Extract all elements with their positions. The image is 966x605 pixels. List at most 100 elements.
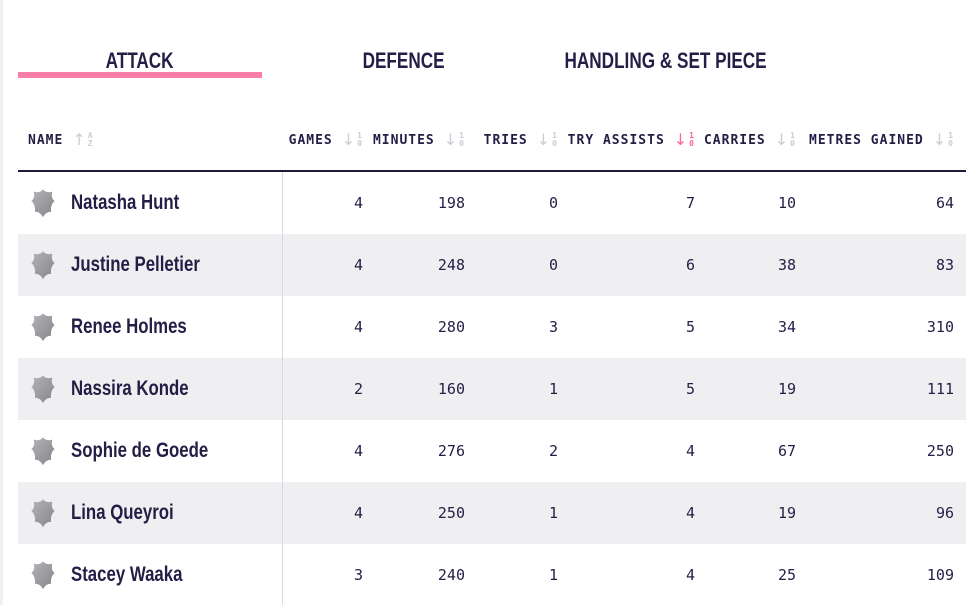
- metres-gained-value: 64: [935, 194, 954, 212]
- tab-handling-set-piece-label: HANDLING & SET PIECE: [564, 48, 768, 73]
- try-assists-value: 4: [685, 442, 695, 460]
- tries-value: 3: [548, 318, 558, 336]
- carries-value: 25: [777, 566, 796, 584]
- try-assists-value: 7: [685, 194, 695, 212]
- minutes-value: 198: [437, 194, 465, 212]
- team-shield-icon: [31, 251, 55, 280]
- column-header-name-label: NAME: [28, 132, 64, 148]
- games-value: 4: [353, 194, 363, 212]
- metres-gained-value: 250: [926, 442, 954, 460]
- player-name-cell[interactable]: Lina Queyroi: [18, 482, 283, 544]
- tab-attack-label: ATTACK: [105, 48, 174, 73]
- player-name: Lina Queyroi: [71, 501, 174, 524]
- table-row[interactable]: Renee Holmes 4 280 3 5 34 310: [18, 296, 966, 358]
- minutes-value: 280: [437, 318, 465, 336]
- player-name-cell[interactable]: Nassira Konde: [18, 358, 283, 420]
- table-body: Natasha Hunt 4 198 0 7 10 64 Justine Pel…: [18, 170, 966, 605]
- column-header-minutes-label: MINUTES: [372, 132, 435, 148]
- column-header-tries-label: TRIES: [483, 132, 528, 148]
- tab-handling-set-piece[interactable]: HANDLING & SET PIECE: [516, 44, 816, 78]
- player-name: Stacey Waaka: [71, 563, 183, 586]
- tries-value: 1: [548, 504, 558, 522]
- carries-value: 19: [777, 380, 796, 398]
- metres-gained-value: 83: [935, 256, 954, 274]
- team-shield-icon: [31, 189, 55, 218]
- minutes-value: 248: [437, 256, 465, 274]
- player-name: Natasha Hunt: [71, 191, 180, 214]
- carries-value: 67: [777, 442, 796, 460]
- tab-defence-label: DEFENCE: [363, 48, 445, 73]
- carries-value: 34: [777, 318, 796, 336]
- active-tab-underline: [18, 72, 262, 78]
- tries-value: 1: [548, 566, 558, 584]
- try-assists-value: 4: [685, 566, 695, 584]
- player-name-cell[interactable]: Sophie de Goede: [18, 420, 283, 482]
- table-row[interactable]: Lina Queyroi 4 250 1 4 19 96: [18, 482, 966, 544]
- minutes-value: 240: [437, 566, 465, 584]
- player-name: Justine Pelletier: [71, 253, 200, 276]
- player-name-cell[interactable]: Natasha Hunt: [18, 172, 283, 234]
- page-edge-strip: [0, 0, 3, 605]
- metres-gained-value: 310: [926, 318, 954, 336]
- table-row[interactable]: Natasha Hunt 4 198 0 7 10 64: [18, 172, 966, 234]
- player-name: Nassira Konde: [71, 377, 189, 400]
- tab-attack[interactable]: ATTACK: [18, 44, 262, 78]
- tries-value: 0: [548, 194, 558, 212]
- carries-value: 19: [777, 504, 796, 522]
- player-name: Renee Holmes: [71, 315, 187, 338]
- table-row[interactable]: Nassira Konde 2 160 1 5 19 111: [18, 358, 966, 420]
- column-header-games-label: GAMES: [288, 132, 333, 148]
- stats-tab-bar: ATTACK DEFENCE HANDLING & SET PIECE: [0, 0, 966, 110]
- metres-gained-value: 96: [935, 504, 954, 522]
- games-value: 4: [353, 318, 363, 336]
- minutes-value: 160: [437, 380, 465, 398]
- games-value: 3: [353, 566, 363, 584]
- games-value: 4: [353, 256, 363, 274]
- column-header-metres-gained-label: METRES GAINED: [809, 132, 924, 148]
- table-row[interactable]: Stacey Waaka 3 240 1 4 25 109: [18, 544, 966, 605]
- try-assists-value: 5: [685, 380, 695, 398]
- metres-gained-value: 111: [926, 380, 954, 398]
- metres-gained-value: 109: [926, 566, 954, 584]
- team-shield-icon: [31, 375, 55, 404]
- player-name: Sophie de Goede: [71, 439, 209, 462]
- player-name-cell[interactable]: Justine Pelletier: [18, 234, 283, 296]
- player-name-cell[interactable]: Stacey Waaka: [18, 544, 283, 605]
- tab-defence[interactable]: DEFENCE: [282, 44, 526, 78]
- try-assists-value: 5: [685, 318, 695, 336]
- team-shield-icon: [31, 499, 55, 528]
- carries-value: 38: [777, 256, 796, 274]
- games-value: 4: [353, 504, 363, 522]
- try-assists-value: 6: [685, 256, 695, 274]
- player-name-cell[interactable]: Renee Holmes: [18, 296, 283, 358]
- team-shield-icon: [31, 561, 55, 590]
- minutes-value: 276: [437, 442, 465, 460]
- tries-value: 2: [548, 442, 558, 460]
- column-header-try-assists-label: TRY ASSISTS: [567, 132, 665, 148]
- games-value: 2: [353, 380, 363, 398]
- tries-value: 1: [548, 380, 558, 398]
- tries-value: 0: [548, 256, 558, 274]
- table-row[interactable]: Justine Pelletier 4 248 0 6 38 83: [18, 234, 966, 296]
- column-header-carries-label: CARRIES: [703, 132, 766, 148]
- table-row[interactable]: Sophie de Goede 4 276 2 4 67 250: [18, 420, 966, 482]
- games-value: 4: [353, 442, 363, 460]
- team-shield-icon: [31, 313, 55, 342]
- team-shield-icon: [31, 437, 55, 466]
